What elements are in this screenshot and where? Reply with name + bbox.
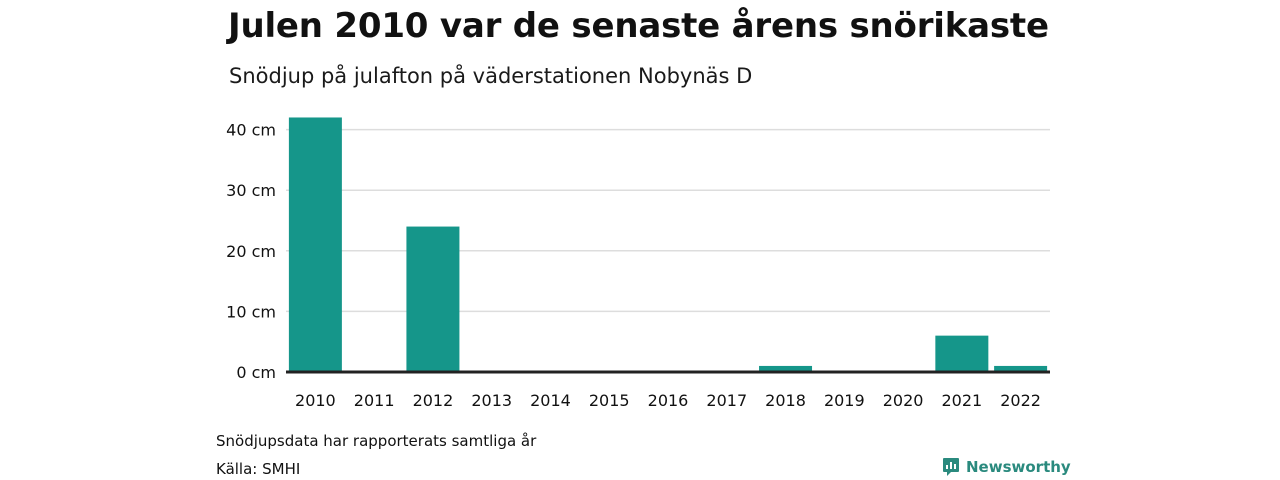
y-tick-label: 20 cm	[226, 242, 276, 261]
y-axis-tick-labels: 0 cm 10 cm 20 cm 30 cm 40 cm	[226, 121, 276, 382]
chart-title: Julen 2010 var de senaste årens snörikas…	[228, 6, 1049, 46]
bar	[759, 365, 813, 372]
x-tick-label: 2020	[883, 391, 924, 410]
x-tick-label: 2021	[941, 391, 982, 410]
y-tick-label: 10 cm	[226, 302, 276, 321]
y-tick-label: 0 cm	[236, 363, 276, 382]
chart-subtitle: Snödjup på julafton på väderstationen No…	[229, 64, 753, 88]
gridlines	[286, 128, 1050, 313]
brand-logo: Newsworthy	[942, 457, 1071, 477]
x-tick-label: 2014	[530, 391, 571, 410]
x-tick-label: 2017	[706, 391, 747, 410]
x-tick-label: 2022	[1000, 391, 1041, 410]
x-tick-label: 2018	[765, 391, 806, 410]
bar	[288, 117, 342, 372]
bar	[406, 226, 460, 372]
x-tick-label: 2010	[295, 391, 336, 410]
x-tick-label: 2015	[589, 391, 630, 410]
x-tick-label: 2016	[648, 391, 689, 410]
x-axis-tick-labels: 2010 2011 2012 2013 2014 2015 2016 2017 2018 2019…	[295, 391, 1041, 410]
footnote: Snödjupsdata har rapporterats samtliga å…	[216, 432, 537, 450]
bar	[994, 365, 1048, 372]
chart-bubble-icon	[943, 458, 959, 476]
y-tick-label: 30 cm	[226, 181, 276, 200]
x-tick-label: 2013	[471, 391, 512, 410]
source-text: Källa: SMHI	[216, 460, 301, 478]
y-tick-label: 40 cm	[226, 121, 276, 140]
x-tick-label: 2012	[413, 391, 454, 410]
brand-name: Newsworthy	[966, 458, 1071, 476]
x-tick-label: 2011	[354, 391, 395, 410]
bar	[935, 335, 989, 372]
x-tick-label: 2019	[824, 391, 865, 410]
bars	[288, 117, 1048, 372]
